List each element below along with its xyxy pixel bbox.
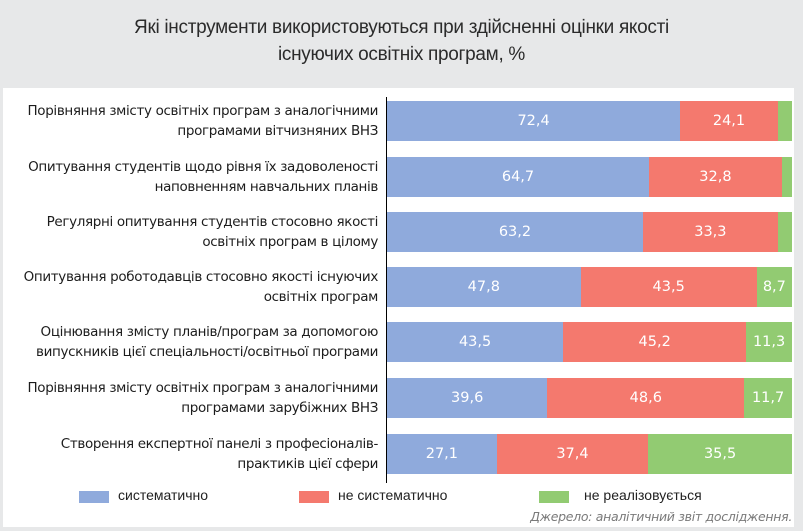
data-label-not-systematic: 33,3 [694,224,727,240]
bar-segment-systematic [387,378,548,418]
bar-segment-systematic [387,322,564,362]
bar-segment-not-implemented [756,267,792,307]
data-label-not-implemented: 11,7 [751,390,785,406]
category-label-line: випускників цієї спеціальності/освітньої… [35,344,378,360]
data-label-systematic: 43,5 [458,334,492,350]
data-label-not-systematic: 32,8 [699,169,732,185]
bar-segment-systematic [387,434,497,474]
data-label-systematic: 63,2 [498,224,532,240]
legend-swatch-not-implemented [539,491,569,503]
data-label-not-systematic: 37,4 [556,446,589,462]
bar-segment-not-implemented [777,101,792,141]
chart-title: Які інструменти використовуються при зді… [0,14,803,68]
bar-segment-not-systematic [649,157,782,197]
bar-segment-systematic [387,101,681,141]
bar-segment-systematic [387,157,650,197]
data-label-not-implemented: 35,5 [703,446,737,462]
bar-segment-systematic [387,212,643,252]
bar-segment-not-implemented [746,322,792,362]
data-label-systematic: 72,4 [517,113,550,129]
data-label-systematic: 47,8 [467,279,500,295]
bar-segment-not-implemented [781,157,792,197]
category-label-line: Порівняння змісту освітніх програм з ана… [27,103,378,119]
category-label-line: програмами вітчизняних ВНЗ [177,123,378,139]
legend-swatch-systematic [79,491,109,503]
category-label-line: освітніх програм [263,289,379,305]
y-axis-line [386,97,387,483]
bar-segment-not-systematic [580,267,757,307]
legend-label-systematic: систематично [118,487,209,503]
data-label-not-implemented: 11,3 [752,334,786,350]
category-label: Опитування студентів щодо рівня їх задов… [4,157,378,197]
bar-segment-not-systematic [496,434,649,474]
data-label-not-systematic: 24,1 [712,113,746,129]
category-label-line: практиків цієї сфери [237,456,378,472]
category-label-line: наповненням навчальних планів [154,179,379,195]
data-label-not-systematic: 45,2 [638,334,671,350]
category-label: Створення експертної панелі з професіона… [4,434,379,474]
legend-label-not-systematic: не систематично [338,487,448,503]
category-label: Оцінювання змісту планів/програм за допо… [4,322,378,362]
bar-segment-not-implemented [648,434,792,474]
category-label-line: Регулярні опитування студентів стосовно … [46,214,379,230]
category-label-line: освітніх програм в цілому [202,234,378,250]
chart-title-line-2: існуючих освітніх програм, % [277,44,525,65]
category-label-line: Опитування студентів щодо рівня їх задов… [28,159,378,175]
category-label-line: Створення експертної панелі з професіона… [60,436,379,452]
category-label-line: Порівняння змісту освітніх програм з ана… [27,380,378,396]
source-note: Джерело: аналітичний звіт дослідження. [530,509,792,524]
bar-segment-not-systematic [680,101,778,141]
legend-label-not-implemented: не реалізовується [584,487,702,503]
chart-title-line-1: Які інструменти використовуються при зді… [134,17,669,38]
legend-swatch-not-systematic [299,491,329,503]
category-label-line: програмами зарубіжних ВНЗ [181,400,378,416]
data-label-systematic: 64,7 [501,169,535,185]
category-label-line: Опитування роботодавців стосовно якості … [23,269,379,285]
data-label-systematic: 27,1 [425,446,459,462]
category-label: Регулярні опитування студентів стосовно … [4,212,379,252]
category-label: Порівняння змісту освітніх програм з ана… [4,378,378,418]
bar-segment-not-implemented [744,378,792,418]
bar-segment-systematic [387,267,581,307]
bar-segment-not-systematic [563,322,747,362]
data-label-not-implemented: 8,7 [762,279,786,295]
bar-segment-not-systematic [547,378,745,418]
category-label-line: Оцінювання змісту планів/програм за допо… [40,324,379,340]
category-label: Порівняння змісту освітніх програм з ана… [4,101,378,141]
bar-segment-not-implemented [777,212,792,252]
bar-segment-not-systematic [642,212,778,252]
data-label-not-systematic: 43,5 [652,279,685,295]
data-label-not-systematic: 48,6 [629,390,662,406]
category-label: Опитування роботодавців стосовно якості … [4,267,379,307]
data-label-systematic: 39,6 [451,390,484,406]
